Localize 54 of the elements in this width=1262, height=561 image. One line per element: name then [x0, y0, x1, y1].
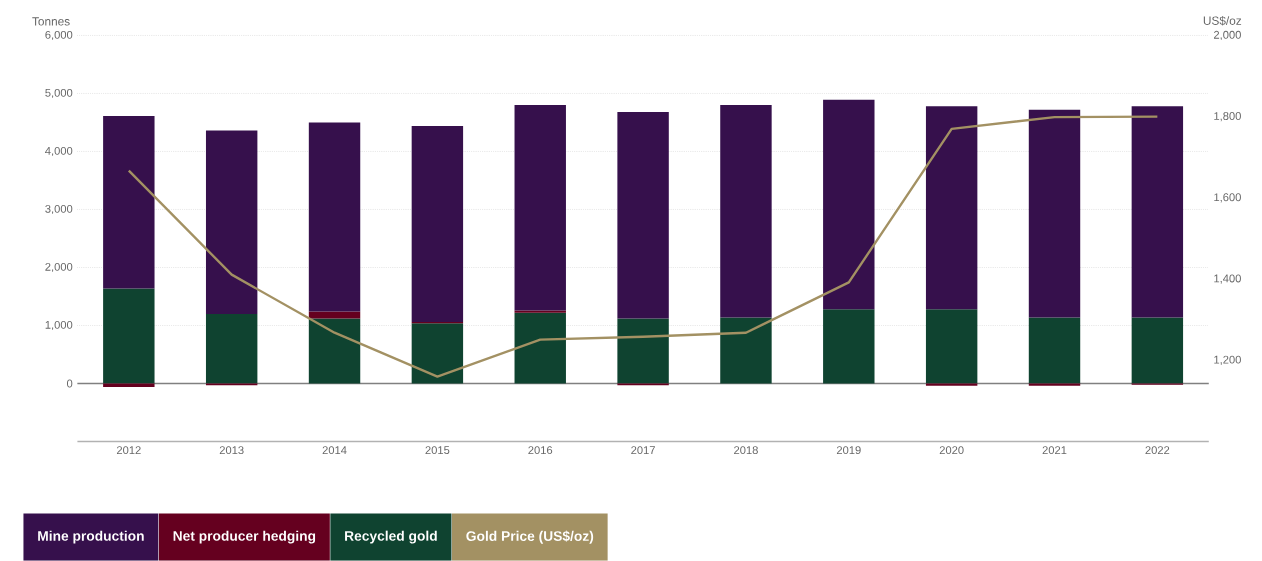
x-tick-label: 2022 — [1145, 446, 1170, 455]
x-tick-label: 2012 — [116, 446, 141, 455]
x-tick-label: 2013 — [219, 446, 244, 455]
bar — [514, 105, 566, 311]
bar — [617, 112, 669, 319]
x-tick-label: 2017 — [631, 446, 655, 455]
y2-tick-label: 2,000 — [1213, 30, 1241, 41]
bar — [103, 288, 155, 384]
y-tick-label: 6,000 — [45, 30, 73, 41]
bar — [823, 99, 875, 310]
x-tick-label: 2019 — [836, 446, 861, 455]
y-tick-label: 5,000 — [45, 88, 73, 99]
bar — [308, 318, 361, 384]
text: Gold Price (US$/oz) — [466, 530, 594, 544]
bar — [308, 311, 361, 319]
bar — [720, 105, 772, 318]
bar — [1028, 317, 1081, 384]
x-tick-label: 2018 — [734, 446, 758, 455]
x-tick-label: 2015 — [425, 446, 450, 455]
line-series — [127, 115, 1159, 378]
y-tick-label: 4,000 — [45, 147, 73, 157]
x-tick-label: 2016 — [528, 446, 553, 455]
y2-tick-label: 1,200 — [1214, 355, 1241, 366]
x-tick-label: 2021 — [1042, 446, 1067, 455]
text: Mine production — [38, 530, 144, 544]
bar — [514, 310, 566, 313]
bar — [925, 106, 978, 310]
y-tick-label: 0 — [66, 379, 73, 388]
y2-tick-label: 1,400 — [1214, 274, 1241, 284]
bar — [205, 314, 258, 384]
bar — [1131, 317, 1184, 384]
y-tick-label: 1,000 — [45, 321, 73, 331]
bar — [925, 309, 978, 384]
y2-axis-title: US$/oz — [1203, 16, 1242, 26]
bar — [411, 126, 464, 323]
x-tick-label: 2020 — [939, 446, 964, 455]
y-tick-label: 3,000 — [45, 205, 73, 215]
bar — [1028, 109, 1081, 318]
y2-tick-label: 1,600 — [1214, 193, 1241, 203]
bar — [823, 309, 875, 384]
bar — [514, 312, 566, 384]
bar — [720, 317, 772, 384]
text: Recycled gold — [345, 530, 437, 544]
text: Net producer hedging — [173, 530, 316, 544]
y2-tick-label: 1,800 — [1214, 112, 1241, 122]
bar — [1131, 106, 1184, 318]
bar — [308, 122, 361, 312]
bar — [205, 130, 258, 315]
bar — [411, 323, 464, 384]
y-axis-title: Tonnes — [32, 17, 70, 26]
y-tick-label: 2,000 — [45, 263, 73, 273]
bar — [103, 116, 155, 289]
bar — [617, 318, 669, 384]
x-tick-label: 2014 — [322, 446, 347, 455]
